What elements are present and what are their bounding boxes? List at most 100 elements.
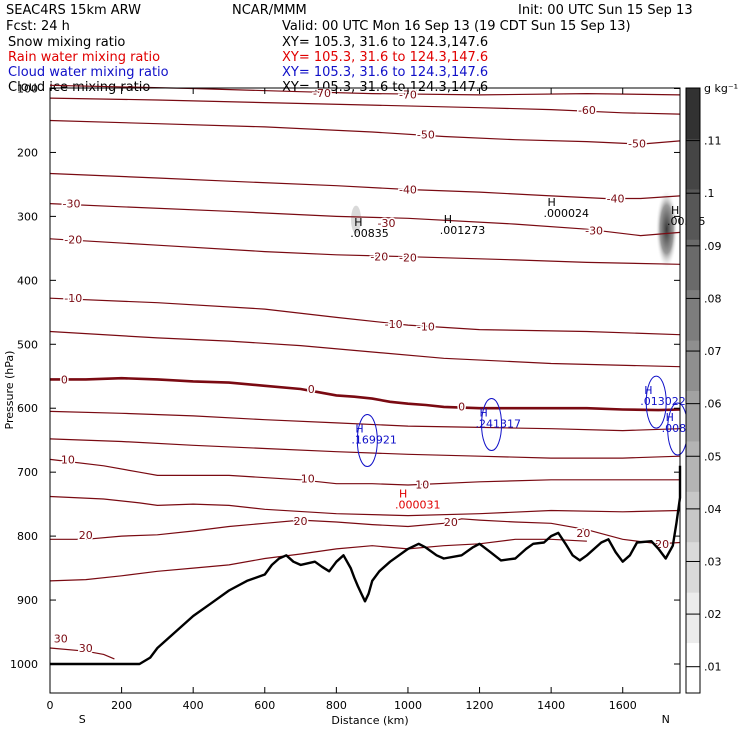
model-title: SEAC4RS 15km ARW (6, 3, 141, 18)
isotherm-line (49, 172, 681, 200)
y-tick-label: 700 (17, 466, 38, 479)
plot-area: -70 -70 -60 -50 -50 -40 -40 -30 -30 -30 -20 -20 -20 -… (10, 83, 706, 727)
isotherm-line (50, 518, 681, 545)
colorbar-segment (686, 541, 700, 593)
isotherm-label: -70 (313, 87, 331, 100)
legend-field-name: Cloud water mixing ratio (8, 65, 169, 80)
colorbar-segment (686, 642, 700, 694)
colorbar-tick-label: .01 (704, 661, 722, 674)
colorbar-tick-label: .03 (704, 555, 722, 568)
colorbar: .01 .02 .03 .04 .05 .06 .07 .08 .09 .1 .11 g kg⁻¹ (685, 82, 738, 694)
x-tick-label: 400 (183, 699, 204, 712)
isotherm-label: 20 (444, 516, 458, 529)
max-marker-value: .000031 (395, 499, 441, 512)
y-tick-label: 300 (17, 210, 38, 223)
max-marker-value: .013022 (640, 395, 686, 408)
cloud-water-contour (356, 414, 378, 468)
y-tick-label: 200 (17, 146, 38, 159)
isotherm-label: 30 (79, 642, 93, 655)
colorbar-segment (686, 491, 700, 543)
center-title: NCAR/MMM (232, 3, 307, 18)
isotherm-line (49, 538, 587, 582)
max-marker-h: H (444, 213, 452, 226)
max-marker-value: .241317 (476, 418, 521, 431)
colorbar-segment (686, 440, 700, 492)
max-marker-h: H (671, 204, 679, 217)
isotherm-line (50, 376, 681, 412)
x-tick-label: 0 (47, 699, 54, 712)
isotherm-line (49, 203, 681, 237)
x-endpoint-label: S (79, 713, 86, 726)
init-time: Init: 00 UTC Sun 15 Sep 13 (518, 3, 693, 18)
isotherm-label: 10 (415, 478, 429, 491)
isotherm-label: -70 (399, 88, 417, 101)
isotherm-line (49, 297, 681, 336)
colorbar-segment (686, 592, 700, 644)
isotherm-label: -10 (417, 320, 435, 333)
max-marker-h: H (399, 488, 407, 501)
isotherm-label: -20 (370, 251, 388, 264)
isotherm-label: 20 (79, 529, 93, 542)
colorbar-tick-label: .08 (704, 292, 722, 305)
max-marker-value: .000024 (544, 207, 590, 220)
cloud-water-contour (481, 398, 503, 452)
isotherm-label: 20 (576, 527, 590, 540)
x-axis-label: Distance (km) (331, 714, 408, 727)
colorbar-segment (686, 340, 700, 391)
legend-field-xy: XY= 105.3, 31.6 to 124.3,147.6 (282, 35, 488, 50)
legend-field-name: Snow mixing ratio (8, 35, 125, 50)
plot-frame (49, 87, 681, 694)
y-tick-label: 500 (17, 338, 38, 351)
max-marker-h: H (644, 384, 652, 397)
max-marker-h: H (354, 216, 362, 229)
max-marker-h: H (355, 423, 363, 436)
colorbar-segment (686, 88, 700, 139)
colorbar-segment (686, 289, 700, 341)
isotherm-label: -40 (399, 184, 417, 197)
header: SEAC4RS 15km ARW NCAR/MMM Init: 00 UTC S… (6, 3, 693, 95)
x-tick-label: 1000 (394, 699, 422, 712)
isotherm-line (49, 330, 681, 368)
x-tick-label: 1200 (466, 699, 494, 712)
colorbar-segment (686, 390, 700, 442)
x-tick-label: 800 (326, 699, 347, 712)
colorbar-tick-label: .05 (704, 450, 722, 463)
colorbar-unit: g kg⁻¹ (704, 82, 738, 95)
colorbar-tick-label: .1 (704, 187, 715, 200)
y-tick-label: 800 (17, 530, 38, 543)
x-tick-label: 1400 (537, 699, 565, 712)
x-endpoint-label: N (662, 713, 670, 726)
valid-time: Valid: 00 UTC Mon 16 Sep 13 (19 CDT Sun … (282, 19, 631, 34)
max-marker-h: H (548, 196, 556, 209)
isotherm-label: 10 (301, 473, 315, 486)
isotherm-label: -10 (385, 318, 403, 331)
terrain-line (50, 465, 682, 666)
cloud-ice-shading (655, 189, 678, 270)
forecast-hour: Fcst: 24 h (6, 19, 70, 34)
max-marker-value: .0089 (662, 422, 694, 435)
legend-field-xy: XY= 105.3, 31.6 to 124.3,147.6 (282, 50, 488, 65)
isotherm-label: -50 (628, 137, 646, 150)
max-marker-value: .169921 (351, 434, 397, 447)
y-tick-label: 400 (17, 274, 38, 287)
legend-field-xy: XY= 105.3, 31.6 to 124.3,147.6 (282, 65, 488, 80)
x-tick-label: 600 (254, 699, 275, 712)
isotherm-label: 0 (308, 383, 315, 396)
isotherm-label: -20 (64, 233, 82, 246)
colorbar-tick-label: .02 (704, 608, 722, 621)
isotherm-label: -30 (585, 224, 603, 237)
colorbar-tick-label: .09 (704, 240, 722, 253)
y-tick-label: 100 (17, 83, 38, 96)
isotherm-label: -30 (377, 217, 395, 230)
y-tick-label: 600 (17, 402, 38, 415)
isotherm-label: 10 (61, 453, 75, 466)
isotherm-label: 0 (458, 400, 465, 413)
x-tick-label: 1600 (609, 699, 637, 712)
isotherm-label: -10 (64, 292, 82, 305)
max-marker-value: .00835 (350, 227, 389, 240)
isotherm-line (49, 647, 115, 660)
isotherm-line (49, 119, 681, 145)
colorbar-tick-label: .04 (704, 503, 722, 516)
x-tick-label: 200 (111, 699, 132, 712)
